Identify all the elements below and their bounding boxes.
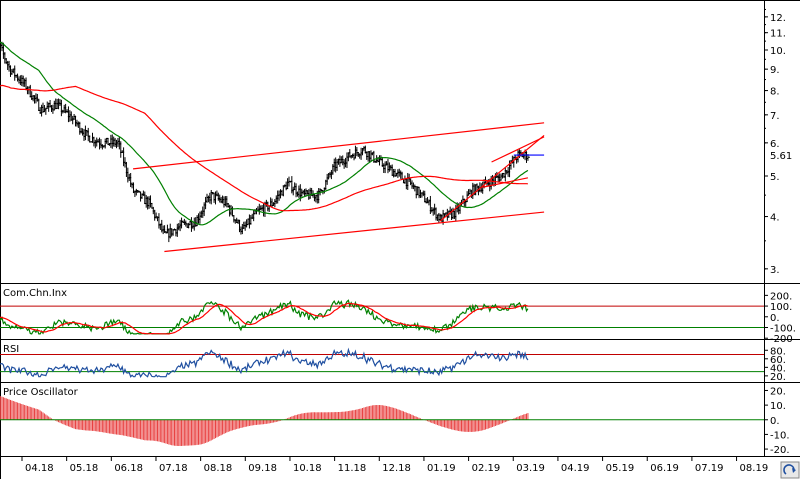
price-tick-label: 11. — [770, 29, 786, 40]
indicator-tick-label: 20. — [770, 372, 786, 383]
price-panel-bottom — [0, 283, 764, 284]
refresh-icon-arrow — [792, 468, 796, 473]
price-tick-label: 9. — [770, 65, 780, 76]
moving-average-green — [0, 41, 529, 226]
last-price-label: 5.61 — [770, 151, 792, 162]
indicator-tick-label: 80. — [770, 346, 786, 357]
cci-signal-line — [0, 302, 529, 335]
indicator-tick-label: -200 — [770, 334, 793, 345]
x-tick-label: 10.18 — [293, 463, 322, 474]
trendline — [439, 134, 545, 222]
price-tick-label: 3. — [770, 265, 780, 276]
refresh-icon-arc — [783, 464, 795, 475]
x-tick-label: 05.19 — [606, 463, 635, 474]
x-tick-label: 04.19 — [561, 463, 590, 474]
x-axis: 04.18 05.18 06.18 07.18 08.18 09.18 10.18 11.18… — [0, 456, 800, 474]
trendline — [164, 211, 545, 253]
x-tick-label: 07.18 — [159, 463, 188, 474]
indicator-tick-label: 20. — [770, 386, 786, 397]
x-tick-label: 11.18 — [338, 463, 367, 474]
price-tick-label: 12. — [770, 13, 786, 24]
x-tick-label: 04.18 — [25, 463, 54, 474]
x-tick-label: 08.18 — [204, 463, 233, 474]
moving-average-red — [0, 84, 528, 212]
indicator-panel-rsi — [0, 347, 764, 379]
x-tick-label: 06.18 — [114, 463, 143, 474]
indicator-panel-cci — [0, 299, 764, 335]
x-tick-label: 06.19 — [650, 463, 679, 474]
x-tick-label: 09.18 — [248, 463, 277, 474]
price-tick-label: 8. — [770, 87, 780, 98]
x-tick-label: 03.19 — [516, 463, 545, 474]
indicator-panel-oscillator — [0, 396, 764, 446]
indicator-tick-label: 0. — [770, 416, 780, 427]
price-tick-label: 10. — [770, 46, 786, 57]
x-tick-label: 08.19 — [740, 463, 769, 474]
indicator-tick-label: -10. — [770, 430, 790, 441]
indicator-tick-label: 200. — [770, 291, 792, 302]
price-panel — [0, 41, 545, 253]
indicator-tick-label: -100. — [770, 324, 796, 335]
price-tick-label: 4. — [770, 213, 780, 224]
price-bar — [118, 141, 123, 158]
price-tick-label: 6. — [770, 139, 780, 150]
indicator-title: RSI — [3, 344, 19, 355]
x-tick-label: 05.18 — [70, 463, 99, 474]
indicator-tick-label: 10. — [770, 401, 786, 412]
trendline — [133, 122, 545, 170]
price-tick-label: 7. — [770, 111, 780, 122]
indicator-tick-label: 100. — [770, 302, 792, 313]
indicator-title: Price Oscillator — [3, 387, 79, 398]
x-tick-label: 02.19 — [472, 463, 501, 474]
x-tick-label: 12.18 — [382, 463, 411, 474]
refresh-icon[interactable] — [780, 461, 800, 479]
price-tick-label: 5. — [770, 172, 780, 183]
indicator-tick-label: -20. — [770, 445, 790, 456]
trendline — [482, 177, 529, 188]
indicator-tick-label: 0. — [770, 313, 780, 324]
indicator-tick-label: 40. — [770, 363, 786, 374]
cci-line — [0, 299, 529, 335]
rsi-line — [0, 347, 529, 379]
last-price-box — [765, 148, 800, 163]
trendline — [491, 136, 545, 163]
x-tick-label: 07.19 — [695, 463, 724, 474]
indicator-title: Com.Chn.Inx — [3, 288, 67, 299]
x-tick-label: 01.19 — [427, 463, 456, 474]
indicator-tick-label: 60. — [770, 355, 786, 366]
